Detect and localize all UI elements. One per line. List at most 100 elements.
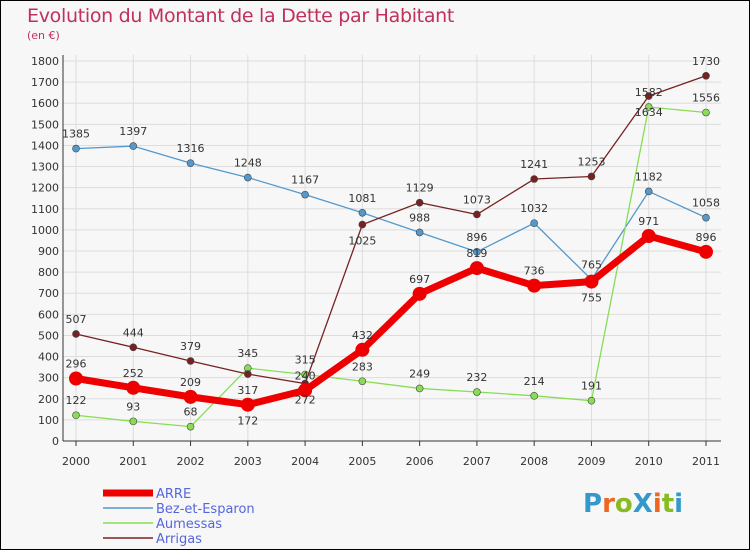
data-point	[415, 228, 424, 237]
x-tick-label: 2006	[406, 455, 434, 468]
data-point	[69, 371, 83, 386]
data-label: 249	[409, 367, 430, 380]
series-line-arrigas	[75, 75, 707, 385]
data-point	[244, 173, 252, 182]
x-tick-label: 2009	[577, 455, 605, 468]
data-label: 272	[295, 394, 316, 407]
data-label: 240	[295, 369, 316, 382]
data-point	[301, 190, 309, 199]
x-tick-label: 2001	[119, 455, 147, 468]
x-tick-label: 2007	[463, 455, 491, 468]
data-point	[473, 388, 481, 396]
data-point	[644, 92, 653, 100]
data-label: 1073	[463, 193, 491, 206]
data-label: 345	[237, 347, 258, 360]
logo-letter: i	[674, 489, 684, 519]
data-point	[129, 343, 138, 352]
logo-letter: r	[602, 489, 615, 519]
data-label: 1253	[577, 155, 605, 168]
data-point	[644, 103, 653, 111]
data-label: 1634	[635, 106, 663, 119]
y-tick-label: 1200	[31, 182, 59, 195]
data-point	[702, 213, 710, 222]
logo-letter: i	[652, 489, 662, 519]
data-label: 296	[66, 358, 87, 371]
data-label: 736	[524, 265, 545, 278]
data-label: 1248	[234, 157, 262, 170]
data-label: 1385	[62, 128, 90, 141]
data-label: 379	[180, 340, 201, 353]
data-point	[469, 261, 484, 276]
data-label: 971	[638, 215, 659, 228]
y-tick-label: 1000	[31, 224, 59, 237]
x-tick-label: 2005	[348, 455, 376, 468]
data-label: 432	[352, 329, 373, 342]
data-label: 1129	[406, 182, 434, 195]
y-tick-label: 0	[52, 435, 59, 448]
data-label: 214	[524, 375, 545, 388]
data-point	[183, 389, 198, 404]
data-label: 252	[123, 367, 144, 380]
data-label: 1582	[635, 86, 663, 99]
logo-letter: P	[583, 489, 603, 519]
x-tick-label: 2002	[177, 455, 205, 468]
data-label: 209	[180, 376, 201, 389]
data-point	[126, 380, 141, 395]
series-line-aumessas	[75, 106, 707, 428]
legend-label: Aumessas	[156, 517, 222, 532]
data-point	[699, 244, 713, 259]
y-tick-label: 800	[38, 266, 59, 279]
logo-letter: t	[661, 489, 675, 519]
data-label: 317	[237, 384, 258, 397]
data-label: 1032	[520, 202, 548, 215]
data-point	[72, 411, 80, 420]
y-tick-label: 1400	[31, 139, 59, 152]
plot-area	[63, 55, 721, 441]
x-tick-label: 2003	[234, 455, 262, 468]
y-tick-label: 1500	[31, 118, 59, 131]
data-point	[412, 286, 427, 301]
data-label: 1182	[635, 170, 663, 183]
data-point	[72, 330, 80, 338]
y-tick-label: 1300	[31, 161, 59, 174]
data-point	[129, 417, 138, 426]
data-point	[129, 142, 138, 150]
x-tick-label: 2000	[62, 455, 90, 468]
data-point	[530, 175, 538, 183]
data-label: 1241	[520, 158, 548, 171]
logo-letter: X	[632, 489, 653, 519]
data-point	[415, 198, 424, 207]
data-point	[702, 71, 710, 80]
data-label: 1167	[291, 174, 319, 187]
data-label: 507	[66, 313, 87, 326]
data-label: 1081	[348, 192, 376, 205]
data-point	[298, 383, 313, 398]
data-point	[702, 108, 710, 117]
data-label: 1058	[692, 197, 720, 210]
data-label: 172	[237, 415, 258, 428]
y-tick-label: 400	[38, 351, 59, 364]
data-label: 765	[581, 259, 602, 272]
x-tick-label: 2004	[291, 455, 319, 468]
data-point	[473, 210, 481, 219]
data-label: 315	[295, 354, 316, 367]
proxiti-logo: ProXiti	[583, 489, 683, 519]
data-label: 1397	[119, 125, 147, 138]
x-tick-label: 2010	[635, 455, 663, 468]
chart-title: Evolution du Montant de la Dette par Hab…	[27, 5, 455, 27]
data-label: 697	[409, 273, 430, 286]
data-point	[641, 229, 656, 244]
data-label: 896	[696, 231, 717, 244]
y-tick-label: 1100	[31, 203, 59, 216]
data-label: 896	[466, 231, 487, 244]
data-label: 1730	[692, 55, 720, 68]
data-label: 988	[409, 211, 430, 224]
data-label: 93	[126, 400, 140, 413]
data-label: 283	[352, 360, 373, 373]
y-tick-label: 900	[38, 245, 59, 258]
data-point	[415, 384, 424, 393]
y-tick-label: 300	[38, 372, 59, 385]
y-tick-label: 600	[38, 308, 59, 321]
legend-label: ARRE	[156, 487, 191, 502]
